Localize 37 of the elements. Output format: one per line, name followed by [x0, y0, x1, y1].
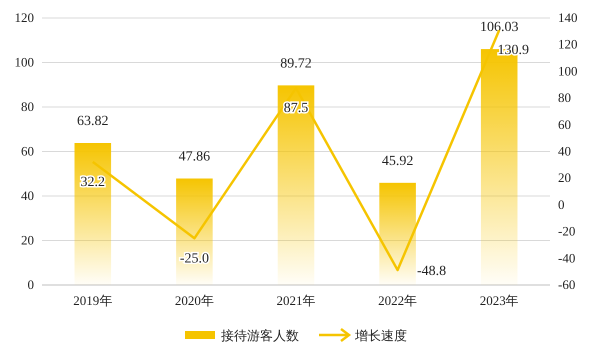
y-tick-label: 40 [21, 188, 34, 203]
y2-tick-label: 60 [558, 116, 571, 132]
x-tick-label: 2022年 [378, 293, 418, 308]
data-label: 87.5 [284, 101, 308, 116]
legend-label: 接待游客人数 [221, 328, 299, 344]
legend-label: 增长速度 [354, 328, 407, 344]
x-tick-label: 2023年 [480, 293, 519, 308]
data-label: 106.03 [480, 20, 518, 36]
bar [74, 143, 112, 285]
y-tick-label: 0 [28, 277, 34, 292]
data-label: 89.72 [280, 56, 312, 72]
data-label: -48.8 [417, 264, 446, 280]
data-label: -25.0 [180, 251, 209, 266]
y-tick-label: 120 [14, 10, 34, 25]
y2-tick-label: 80 [558, 90, 571, 106]
x-tick-label: 2020年 [174, 293, 214, 308]
y-tick-label: 20 [21, 232, 34, 248]
y2-tick-label: 0 [558, 196, 564, 212]
data-label: 63.82 [77, 114, 109, 129]
bar [379, 182, 416, 285]
y-tick-label: 100 [14, 54, 34, 70]
y-tick-label: 60 [21, 144, 34, 158]
y2-tick-label: 120 [558, 36, 578, 52]
y2-tick-label: -20 [558, 224, 576, 239]
x-tick-label: 2019年 [73, 293, 112, 308]
data-label: 32.2 [80, 174, 106, 190]
x-tick-label: 2021年 [276, 293, 316, 308]
y2-tick-label: 100 [558, 63, 578, 78]
data-label: 47.86 [178, 150, 210, 165]
bar [278, 85, 314, 285]
data-label: 45.92 [382, 154, 414, 169]
y2-tick-label: 140 [558, 10, 578, 25]
y2-tick-label: 20 [558, 170, 571, 186]
y2-tick-label: 40 [558, 144, 571, 158]
y2-tick-label: -60 [558, 277, 576, 292]
y2-tick-label: -40 [558, 250, 576, 266]
y-tick-label: 80 [21, 99, 34, 114]
